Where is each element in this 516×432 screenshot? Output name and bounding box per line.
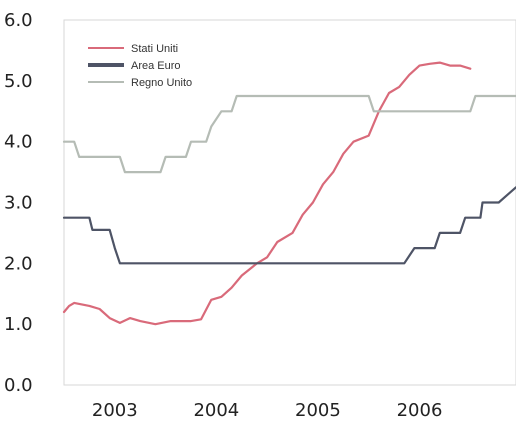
plot-area	[63, 19, 516, 386]
legend: Stati Uniti Area Euro Regno Unito	[88, 43, 192, 89]
x-tick-label: 2005	[295, 400, 341, 421]
series-line-area-euro	[62, 186, 516, 265]
legend-label: Regno Unito	[131, 77, 192, 89]
y-axis-ticks: 0.0 1.0 2.0 3.0 4.0 5.0 6.0	[4, 10, 33, 396]
y-tick-label: 5.0	[4, 71, 33, 92]
series-lines	[62, 61, 516, 326]
series-line-stati-uniti	[62, 61, 472, 326]
y-tick-label: 0.0	[4, 375, 33, 396]
legend-label: Area Euro	[131, 60, 181, 72]
y-tick-label: 1.0	[4, 314, 33, 335]
x-tick-label: 2003	[92, 400, 138, 421]
x-tick-label: 2004	[193, 400, 239, 421]
y-tick-label: 3.0	[4, 193, 33, 214]
x-tick-label: 2006	[397, 400, 443, 421]
series-line-regno-unito	[62, 94, 516, 174]
x-axis-ticks: 2003 2004 2005 2006	[92, 400, 443, 421]
y-tick-label: 6.0	[4, 10, 33, 31]
y-tick-label: 4.0	[4, 132, 33, 153]
y-tick-label: 2.0	[4, 253, 33, 274]
legend-label: Stati Uniti	[131, 43, 178, 55]
